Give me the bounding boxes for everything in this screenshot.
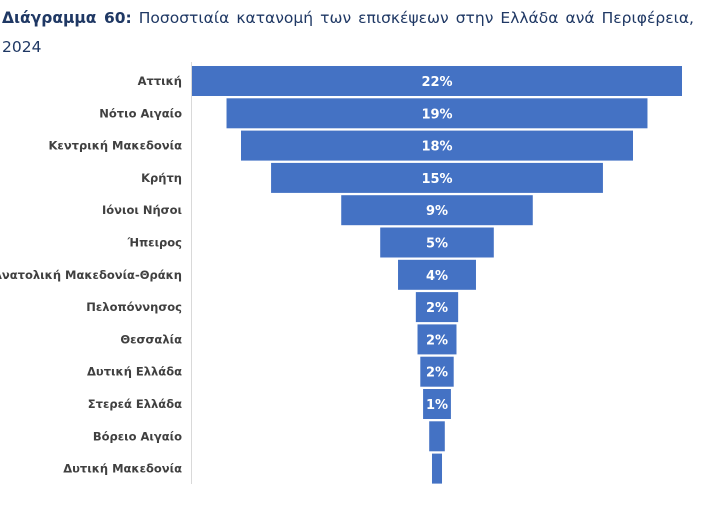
data-label: 9% <box>426 204 448 219</box>
data-label: 18% <box>421 140 452 155</box>
category-label: Ιόνιοι Νήσοι <box>102 203 182 217</box>
category-label: Κεντρική Μακεδονία <box>49 139 183 153</box>
bar <box>429 421 445 452</box>
data-label: 2% <box>426 366 448 381</box>
bar <box>431 453 443 484</box>
category-label: Πελοπόννησος <box>86 300 182 314</box>
data-label: 22% <box>421 75 452 90</box>
category-label: Ήπειρος <box>126 236 182 250</box>
category-label: Δυτική Ελλάδα <box>87 365 182 379</box>
category-label: Αττική <box>138 74 182 88</box>
bar <box>341 195 533 226</box>
bar <box>192 66 682 96</box>
bar <box>417 324 457 355</box>
category-label: Θεσσαλία <box>120 332 182 346</box>
chart-number: Διάγραμμα 60: <box>2 9 132 27</box>
category-label: Στερεά Ελλάδα <box>88 397 182 411</box>
bar <box>420 356 454 387</box>
data-label: 15% <box>421 172 452 187</box>
category-label: Κρήτη <box>141 171 182 185</box>
data-label: 4% <box>426 269 448 284</box>
category-label: Δυτική Μακεδονία <box>63 462 182 476</box>
bar <box>380 227 494 258</box>
data-label: 2% <box>426 301 448 316</box>
bar <box>398 259 476 290</box>
chart-title: Διάγραμμα 60: Ποσοστιαία κατανομή των επ… <box>2 4 694 62</box>
data-label: 1% <box>426 398 448 413</box>
data-label: 19% <box>421 107 452 122</box>
bar <box>415 292 459 323</box>
bar <box>271 162 603 193</box>
category-label: Βόρειο Αιγαίο <box>93 429 182 443</box>
category-label: Ανατολική Μακεδονία-Θράκη <box>0 268 182 282</box>
data-label: 2% <box>426 333 448 348</box>
bar <box>241 130 633 161</box>
bar <box>423 389 451 419</box>
bar <box>226 98 648 129</box>
category-label: Νότιο Αιγαίο <box>99 106 182 120</box>
data-label: 5% <box>426 237 448 252</box>
chart-title-text: Ποσοστιαία κατανομή των επισκέψεων στην … <box>2 9 694 56</box>
